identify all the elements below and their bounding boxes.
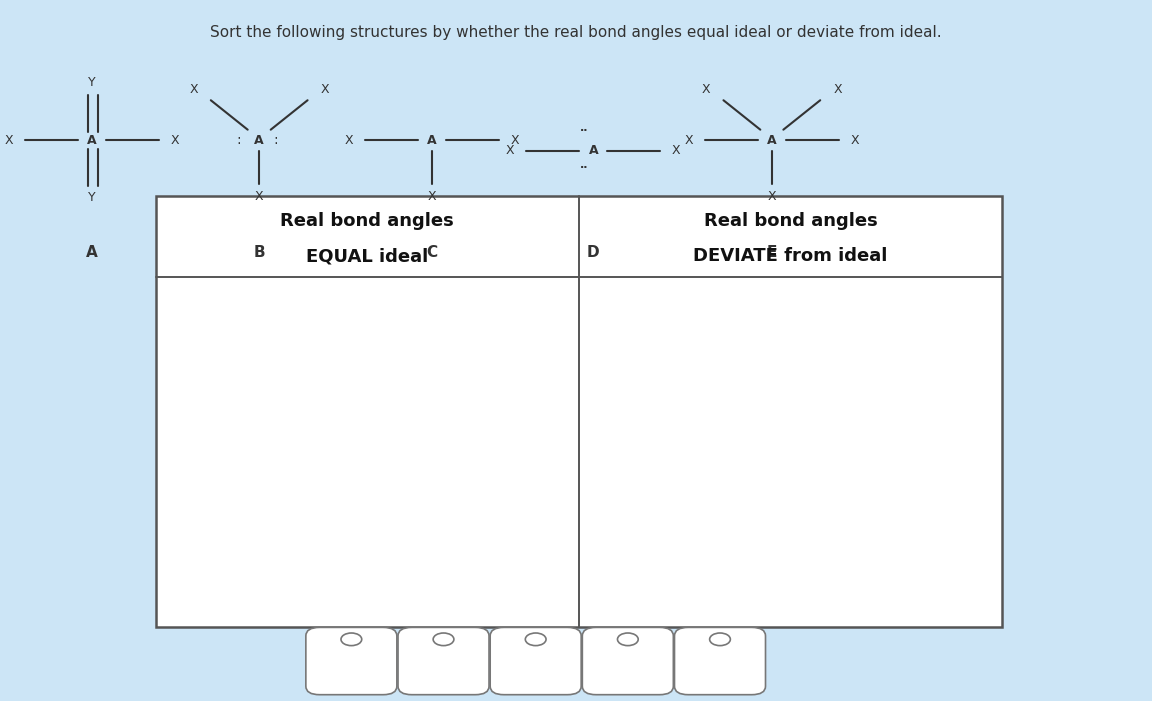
Text: X: X	[5, 134, 14, 147]
Text: B: B	[253, 245, 265, 260]
Text: X: X	[320, 83, 329, 95]
FancyBboxPatch shape	[399, 627, 488, 695]
FancyBboxPatch shape	[582, 627, 673, 695]
Text: E: E	[717, 658, 723, 671]
Text: X: X	[702, 83, 711, 95]
Text: X: X	[427, 190, 437, 203]
Text: X: X	[833, 83, 842, 95]
Circle shape	[433, 633, 454, 646]
Circle shape	[710, 633, 730, 646]
Text: X: X	[850, 134, 859, 147]
Text: X: X	[767, 190, 776, 203]
Text: EQUAL ideal: EQUAL ideal	[306, 247, 429, 265]
Text: C: C	[426, 245, 438, 260]
FancyBboxPatch shape	[491, 627, 581, 695]
Text: E: E	[766, 245, 778, 260]
Text: A: A	[86, 245, 98, 260]
Text: ··: ··	[579, 126, 589, 136]
Text: Sort the following structures by whether the real bond angles equal ideal or dev: Sort the following structures by whether…	[210, 25, 942, 39]
Text: D: D	[588, 245, 599, 260]
Circle shape	[617, 633, 638, 646]
Text: A: A	[255, 134, 264, 147]
Text: ··: ··	[579, 163, 589, 173]
Text: X: X	[672, 144, 681, 157]
Text: X: X	[344, 134, 354, 147]
Text: :: :	[273, 133, 278, 147]
FancyBboxPatch shape	[156, 196, 1002, 627]
Text: X: X	[170, 134, 180, 147]
Text: A: A	[589, 144, 598, 157]
FancyBboxPatch shape	[305, 627, 396, 695]
Text: X: X	[255, 190, 264, 203]
Text: D: D	[623, 658, 632, 671]
Text: A: A	[427, 134, 437, 147]
Text: :: :	[236, 133, 241, 147]
Text: B: B	[439, 658, 448, 671]
FancyBboxPatch shape	[674, 627, 765, 695]
Circle shape	[341, 633, 362, 646]
Text: A: A	[88, 134, 97, 147]
Text: A: A	[767, 134, 776, 147]
Text: X: X	[684, 134, 694, 147]
Text: A: A	[347, 658, 356, 671]
Text: Real bond angles: Real bond angles	[280, 212, 454, 230]
Text: C: C	[531, 658, 540, 671]
Text: Y: Y	[89, 76, 96, 89]
Text: DEVIATE from ideal: DEVIATE from ideal	[694, 247, 888, 265]
Circle shape	[525, 633, 546, 646]
Text: Real bond angles: Real bond angles	[704, 212, 878, 230]
Text: X: X	[189, 83, 198, 95]
Text: X: X	[506, 144, 515, 157]
Text: X: X	[510, 134, 520, 147]
Text: Y: Y	[89, 191, 96, 204]
